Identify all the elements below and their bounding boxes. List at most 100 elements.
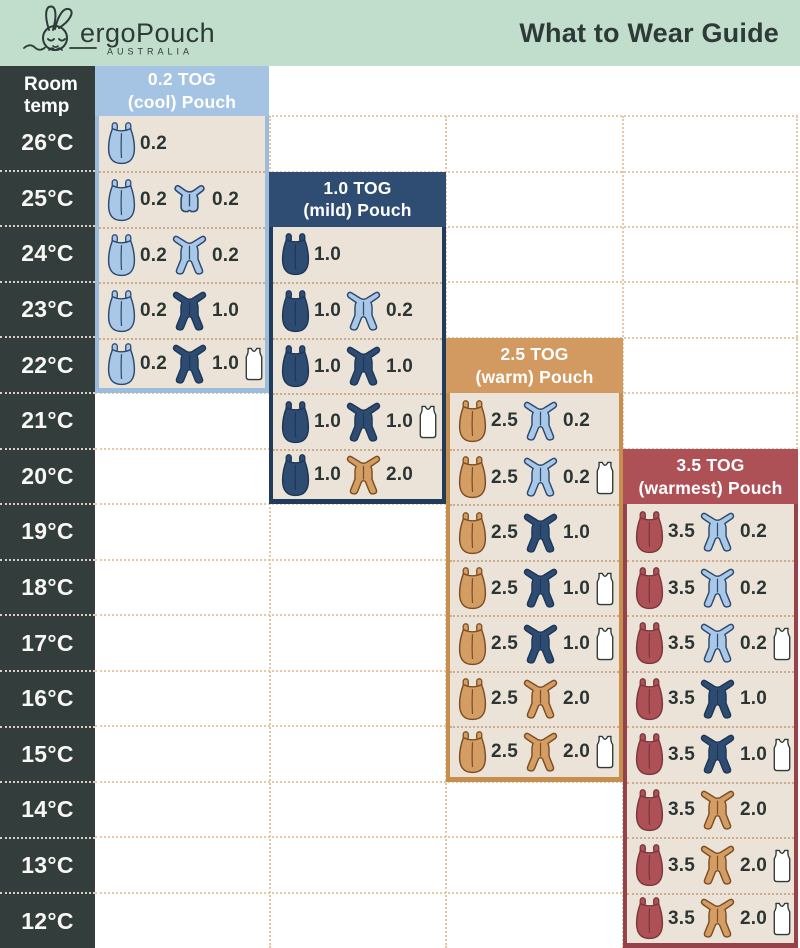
pouch-icon bbox=[106, 120, 137, 167]
pouch-icon bbox=[457, 565, 488, 612]
tog-value: 2.5 bbox=[491, 633, 519, 654]
temp-label: 23°C bbox=[0, 280, 95, 337]
guide-row: 2.5 1.0 bbox=[450, 504, 619, 559]
guide-row: 3.5 0.2 bbox=[627, 615, 794, 670]
singlet-icon bbox=[593, 571, 619, 607]
temp-label: 14°C bbox=[0, 781, 95, 837]
guide-row: 3.5 2.0 bbox=[627, 892, 796, 943]
tog-value: 1.0 bbox=[314, 464, 342, 486]
tog-value: 1.0 bbox=[314, 355, 342, 377]
tog-value: 0.2 bbox=[386, 300, 414, 322]
tog-value: 0.2 bbox=[212, 244, 240, 266]
temp-rows: 26°C 25°C 24°C 23°C 22°C 21°C 20°C 19°C 18°C 17°C… bbox=[0, 116, 95, 948]
room-temp-line1: Room bbox=[24, 74, 78, 95]
tog-value: 2.0 bbox=[386, 464, 414, 486]
tog-value: 1.0 bbox=[314, 411, 342, 433]
sleepsuit-icon bbox=[521, 732, 560, 773]
pouch-icon bbox=[280, 452, 311, 499]
pouch-icon bbox=[457, 510, 488, 557]
panel-body: 2.5 0.2 2.5 0.2 2.5 1.0 2.5 1.0 2.5 1.0 … bbox=[450, 393, 619, 777]
tog-value: 3.5 bbox=[668, 577, 696, 599]
panel-title-line2: (warmest) Pouch bbox=[638, 477, 783, 498]
sleepsuit-icon bbox=[698, 679, 737, 720]
temp-label: 16°C bbox=[0, 669, 95, 726]
sleepsuit-icon bbox=[170, 344, 209, 385]
guide-row: 2.5 2.0 bbox=[450, 670, 619, 726]
temp-label: 19°C bbox=[0, 503, 95, 559]
pouch-icon bbox=[457, 621, 488, 668]
tog-value: 0.2 bbox=[140, 244, 168, 266]
pouch-icon bbox=[634, 895, 665, 942]
pouch-icon bbox=[634, 509, 665, 556]
rabbit-icon: ergoPouch AUSTRALIA bbox=[23, 5, 215, 57]
panel-title-line1: 0.2 TOG bbox=[147, 69, 217, 90]
sleepsuit-icon bbox=[698, 898, 737, 939]
sleepsuit-icon bbox=[698, 790, 737, 831]
temp-label: 22°C bbox=[0, 336, 95, 392]
panel-0-2-tog: 0.2 TOG (cool) Pouch 0.2 0.2 0.2 0.2 0.2 … bbox=[95, 66, 269, 394]
guide-row: 1.0 2.0 bbox=[273, 448, 442, 499]
guide-row: 3.5 2.0 bbox=[627, 837, 794, 892]
temp-label: 21°C bbox=[0, 391, 95, 448]
tog-value: 0.2 bbox=[140, 353, 168, 375]
guide-row: 3.5 2.0 bbox=[627, 781, 794, 837]
tog-value: 2.5 bbox=[491, 410, 519, 432]
sleepsuit-icon bbox=[521, 568, 560, 609]
pouch-icon bbox=[106, 341, 137, 388]
singlet-icon bbox=[770, 901, 796, 937]
tog-value: 2.0 bbox=[740, 799, 768, 821]
temp-label: 13°C bbox=[0, 836, 95, 893]
tog-value: 1.0 bbox=[386, 355, 414, 377]
sleepsuit-icon bbox=[344, 346, 383, 387]
temp-label: 25°C bbox=[0, 169, 95, 226]
tog-value: 2.5 bbox=[491, 522, 519, 544]
tog-value: 1.0 bbox=[212, 353, 240, 375]
panel-body: 3.5 0.2 3.5 0.2 3.5 0.2 3.5 1.0 3.5 1.0 … bbox=[627, 504, 794, 943]
pouch-icon bbox=[634, 620, 665, 667]
singlet-icon bbox=[770, 737, 796, 773]
sleepsuit-icon bbox=[521, 679, 560, 720]
temp-label: 15°C bbox=[0, 725, 95, 782]
sleepsuit-icon bbox=[521, 624, 560, 665]
tog-value: 3.5 bbox=[668, 907, 696, 929]
sleepsuit-icon bbox=[698, 568, 737, 609]
guide-row: 1.0 bbox=[273, 227, 442, 282]
pouch-icon bbox=[280, 399, 311, 446]
sleepsuit-icon bbox=[170, 235, 209, 276]
tog-value: 1.0 bbox=[386, 411, 414, 433]
tog-value: 1.0 bbox=[314, 300, 342, 322]
tog-value: 1.0 bbox=[740, 743, 768, 765]
tog-value: 0.2 bbox=[140, 189, 168, 211]
tog-value: 2.0 bbox=[740, 907, 768, 929]
guide-row: 1.0 1.0 bbox=[273, 337, 442, 393]
temp-label: 20°C bbox=[0, 447, 95, 504]
tog-value: 1.0 bbox=[563, 633, 591, 654]
tog-value: 1.0 bbox=[563, 577, 591, 599]
pouch-icon bbox=[457, 676, 488, 723]
tog-value: 2.0 bbox=[740, 854, 768, 876]
temp-label: 17°C bbox=[0, 614, 95, 670]
pouch-icon bbox=[634, 842, 665, 889]
singlet-icon bbox=[770, 626, 796, 662]
brand-logo: ergoPouch AUSTRALIA bbox=[0, 0, 228, 66]
guide-row: 2.5 0.2 bbox=[450, 393, 619, 448]
sleepsuit-icon bbox=[698, 623, 737, 664]
tog-value: 1.0 bbox=[314, 243, 342, 265]
tog-value: 2.5 bbox=[491, 688, 519, 710]
panel-2-5-tog: 2.5 TOG (warm) Pouch 2.5 0.2 2.5 0.2 2.5 … bbox=[446, 337, 623, 782]
temp-label: 12°C bbox=[0, 892, 95, 948]
pouch-icon bbox=[280, 231, 311, 278]
pouch-icon bbox=[457, 729, 488, 776]
singlet-icon bbox=[593, 734, 619, 770]
sleepsuit-icon bbox=[698, 734, 737, 775]
guide-row: 2.5 2.0 bbox=[450, 726, 619, 776]
panel-title-line2: (mild) Pouch bbox=[303, 200, 412, 221]
temp-column: Room temp 26°C 25°C 24°C 23°C 22°C 21°C 20°C 19… bbox=[0, 66, 95, 948]
tog-value: 3.5 bbox=[668, 521, 696, 543]
guide-row: 3.5 1.0 bbox=[627, 670, 794, 726]
guide-row: 3.5 0.2 bbox=[627, 504, 794, 559]
pouch-icon bbox=[280, 288, 311, 335]
pouch-icon bbox=[634, 676, 665, 723]
guide-row: 2.5 0.2 bbox=[450, 448, 619, 504]
